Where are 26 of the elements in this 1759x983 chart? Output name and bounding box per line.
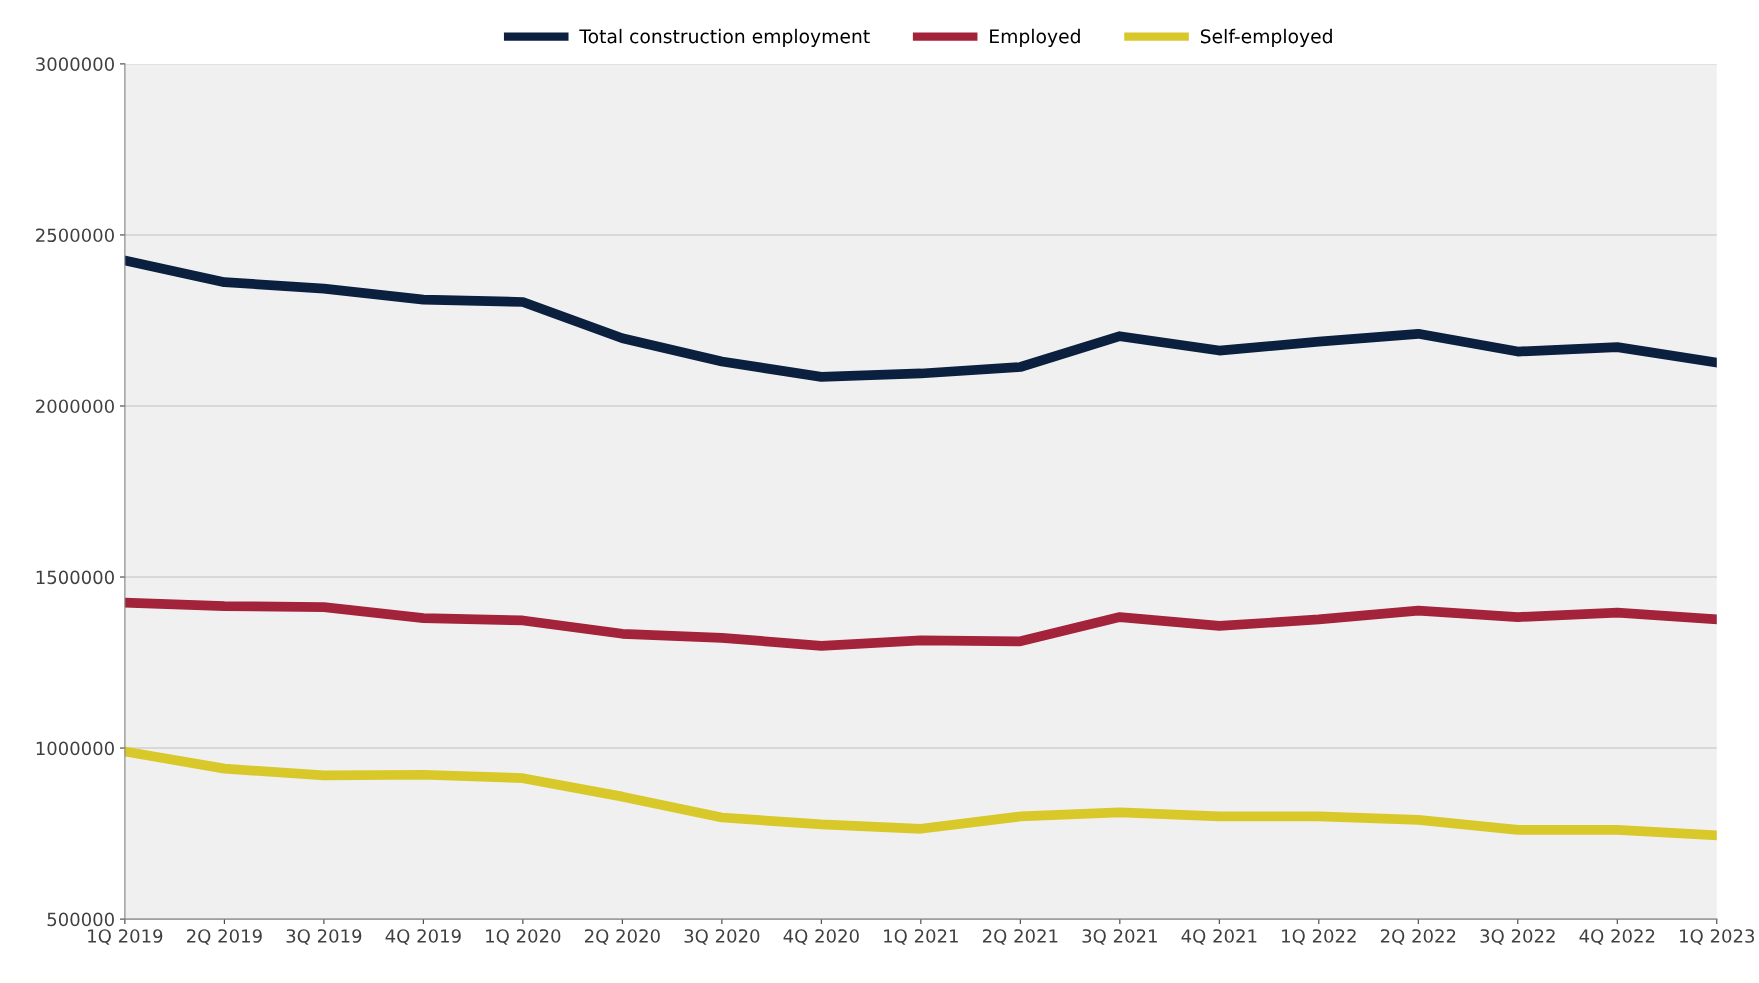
y-tick-label: 3000000 [36, 57, 114, 72]
legend-label: Self-employed [1200, 28, 1332, 48]
x-tick-label: 4Q 2019 [385, 929, 461, 945]
x-tick-label: 2Q 2021 [982, 929, 1058, 945]
legend-label: Employed [990, 28, 1080, 48]
x-tick-label: 1Q 2020 [486, 929, 561, 945]
x-tick-label: 1Q 2021 [884, 929, 958, 945]
x-tick-label: 2Q 2019 [187, 929, 262, 945]
x-tick-label: 1Q 2019 [88, 929, 163, 945]
legend-label: Total construction employment [579, 28, 870, 48]
x-tick-label: 1Q 2023 [1680, 929, 1755, 945]
x-tick-label: 3Q 2021 [1082, 929, 1157, 945]
y-tick-label: 500000 [47, 912, 114, 927]
x-tick-label: 2Q 2022 [1380, 929, 1456, 945]
x-tick-label: 4Q 2020 [783, 929, 859, 945]
y-tick-label: 2000000 [36, 399, 114, 414]
y-tick-label: 1500000 [36, 570, 114, 585]
x-tick-label: 3Q 2020 [684, 929, 760, 945]
x-tick-label: 1Q 2022 [1282, 929, 1356, 945]
y-tick-label: 2500000 [36, 228, 114, 243]
x-tick-label: 2Q 2020 [584, 929, 660, 945]
x-tick-label: 4Q 2021 [1181, 929, 1257, 945]
x-tick-label: 4Q 2022 [1579, 929, 1655, 945]
x-tick-label: 3Q 2022 [1480, 929, 1555, 945]
y-tick-label: 1000000 [36, 741, 114, 756]
x-tick-label: 3Q 2019 [286, 929, 362, 945]
